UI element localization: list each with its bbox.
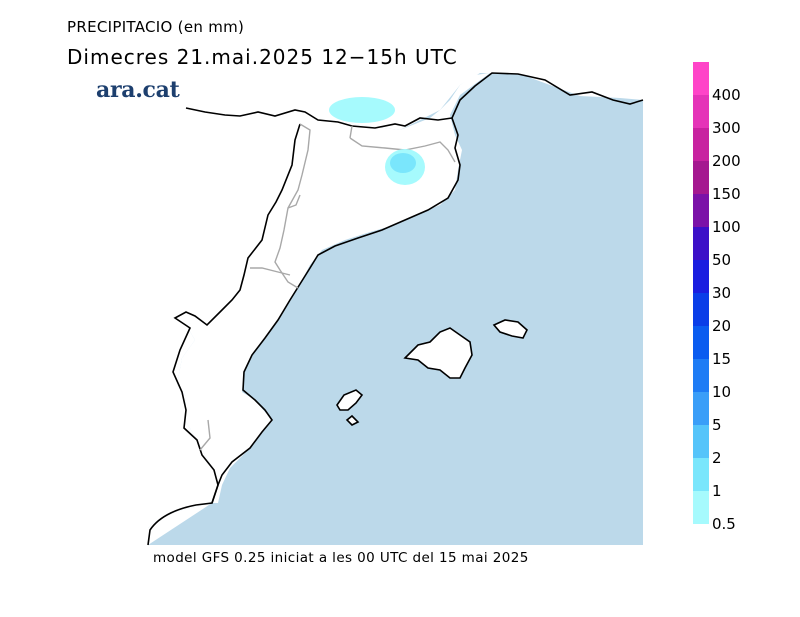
legend-swatch	[693, 392, 709, 425]
legend-swatch	[693, 458, 709, 491]
legend-swatch	[693, 194, 709, 227]
legend-label: 400	[712, 86, 741, 104]
legend-label: 200	[712, 152, 741, 170]
formentera-island	[345, 414, 360, 426]
sea-area	[148, 73, 643, 545]
menorca-island	[492, 319, 528, 339]
legend-label: 15	[712, 350, 732, 368]
mallorca-island	[403, 327, 473, 379]
coastline	[147, 72, 644, 546]
legend-label: 1	[712, 482, 722, 500]
map-subtitle: Dimecres 21.mai.2025 12−15h UTC	[67, 45, 458, 69]
province-boundaries	[199, 125, 456, 451]
legend-swatch	[693, 161, 709, 194]
legend-swatch	[693, 260, 709, 293]
legend-label: 0.5	[712, 515, 736, 533]
france-border	[185, 107, 453, 129]
catalonia-boundary	[274, 123, 311, 289]
legend-label: 100	[712, 218, 741, 236]
legend-swatch	[693, 359, 709, 392]
legend-label: 300	[712, 119, 741, 137]
legend-swatch	[693, 425, 709, 458]
land-mainland	[148, 73, 490, 545]
brand-logo[interactable]: ara.cat	[96, 77, 180, 103]
map-title: PRECIPITACIO (en mm)	[67, 18, 245, 36]
legend-label: 5	[712, 416, 722, 434]
legend-label: 50	[712, 251, 732, 269]
legend-swatch	[693, 227, 709, 260]
legend-label: 150	[712, 185, 741, 203]
legend-label: 10	[712, 383, 732, 401]
legend-swatch	[693, 491, 709, 524]
legend-swatch	[693, 128, 709, 161]
western-border	[172, 123, 301, 504]
legend-swatch	[693, 62, 709, 95]
precip-patch-pyrenees	[329, 97, 395, 123]
legend-label: 30	[712, 284, 732, 302]
legend-swatch	[693, 293, 709, 326]
precipitation-legend	[693, 62, 709, 524]
ibiza-island	[336, 389, 364, 411]
legend-label: 2	[712, 449, 722, 467]
precip-patch-girona-inner	[390, 153, 416, 173]
legend-swatch	[693, 326, 709, 359]
legend-label: 20	[712, 317, 732, 335]
model-caption: model GFS 0.25 iniciat a les 00 UTC del …	[153, 550, 529, 566]
legend-swatch	[693, 95, 709, 128]
